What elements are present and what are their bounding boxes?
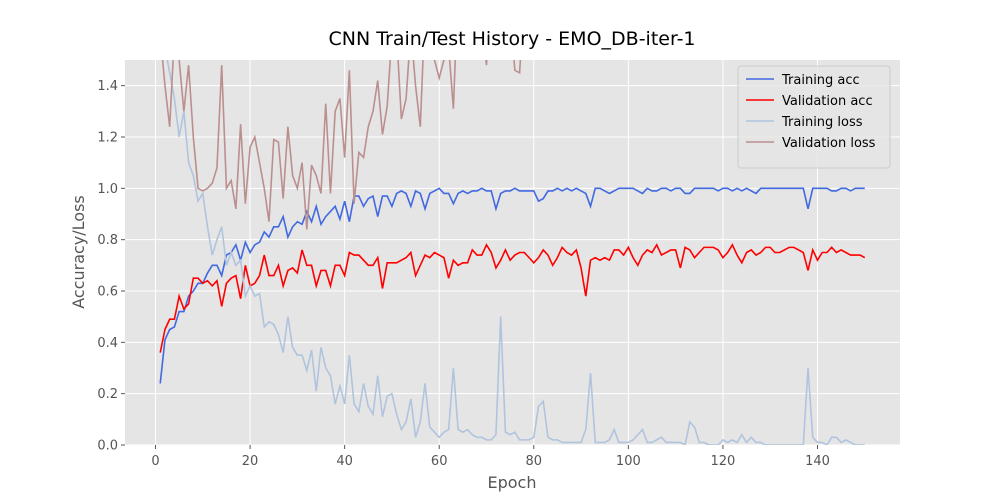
x-tick-label: 120 — [711, 454, 736, 469]
series-line — [159, 187, 865, 384]
x-tick-label: 40 — [336, 454, 353, 469]
legend: Training acc Validation acc Training loss V… — [737, 65, 891, 169]
x-tick-label: 60 — [431, 454, 448, 469]
x-axis-label: Epoch — [488, 473, 537, 492]
y-tick-label: 1.2 — [97, 131, 118, 146]
legend-label: Validation acc — [782, 94, 873, 109]
y-tick-label: 0.6 — [97, 285, 118, 300]
series-line — [159, 243, 866, 353]
series-line — [161, 60, 522, 230]
x-tick-label: 20 — [242, 454, 259, 469]
chart-title: CNN Train/Test History - EMO_DB-iter-1 — [328, 28, 695, 50]
x-tick-label: 100 — [616, 454, 641, 469]
y-tick-label: 1.4 — [97, 79, 118, 94]
series-line — [166, 60, 865, 445]
legend-box — [737, 65, 891, 169]
y-tick-label: 0.4 — [97, 336, 118, 351]
legend-label: Validation loss — [782, 136, 876, 151]
y-tick-label: 0.0 — [97, 439, 118, 454]
y-tick-label: 0.2 — [97, 387, 118, 402]
x-tick-label: 140 — [805, 454, 830, 469]
y-tick-label: 0.8 — [97, 233, 118, 248]
x-tick-label: 80 — [526, 454, 543, 469]
labels: 0 20 40 60 80 100 120 140 0.0 0.2 0.4 0.6 0.8 1.0 1.2 1… — [97, 79, 830, 469]
y-axis-label: Accuracy/Loss — [69, 195, 88, 309]
y-tick-label: 1.0 — [97, 182, 118, 197]
x-tick-label: 0 — [151, 454, 159, 469]
legend-label: Training acc — [781, 73, 860, 88]
legend-label: Training loss — [781, 115, 863, 130]
lines — [159, 60, 866, 445]
